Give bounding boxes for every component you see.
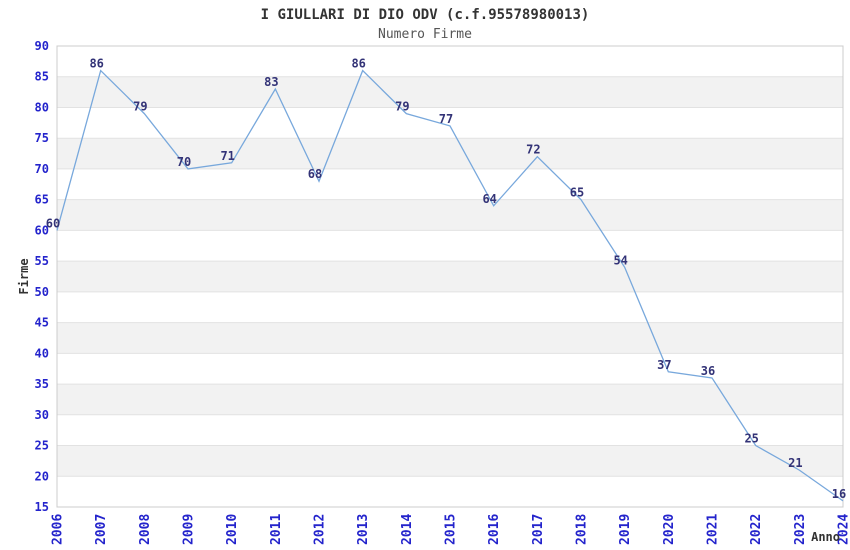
x-tick-label: 2024	[837, 514, 850, 545]
x-tick-label: 2021	[706, 514, 721, 545]
data-point-label: 37	[657, 358, 671, 372]
data-point-label: 21	[788, 456, 802, 470]
data-point-label: 71	[220, 149, 234, 163]
data-point-label: 16	[832, 487, 846, 501]
data-point-label: 86	[351, 57, 365, 71]
data-point-label: 25	[744, 432, 758, 446]
chart-title: I GIULLARI DI DIO ODV (c.f.95578980013)	[260, 7, 590, 23]
x-axis-title: Anno	[811, 530, 840, 544]
plot-band	[57, 138, 843, 169]
x-tick-label: 2014	[400, 514, 415, 545]
x-tick-label: 2008	[138, 514, 153, 545]
data-point-label: 72	[526, 143, 540, 157]
y-tick-label: 15	[35, 500, 49, 514]
data-point-label: 79	[395, 100, 409, 114]
y-tick-label: 45	[35, 316, 49, 330]
plot-band	[57, 384, 843, 415]
y-tick-label: 70	[35, 162, 49, 176]
y-tick-label: 40	[35, 346, 49, 360]
y-tick-label: 90	[35, 39, 49, 53]
y-tick-label: 30	[35, 408, 49, 422]
y-tick-label: 50	[35, 285, 49, 299]
y-tick-label: 65	[35, 193, 49, 207]
x-tick-label: 2013	[356, 514, 371, 545]
chart-subtitle: Numero Firme	[378, 27, 472, 42]
y-tick-label: 55	[35, 254, 49, 268]
data-point-label: 86	[89, 57, 103, 71]
y-tick-label: 25	[35, 439, 49, 453]
x-tick-label: 2012	[313, 514, 328, 545]
x-tick-label: 2006	[51, 514, 66, 545]
data-point-label: 77	[439, 112, 453, 126]
plot-band	[57, 261, 843, 292]
plot-border	[56, 45, 844, 508]
x-tick-label: 2022	[749, 514, 764, 545]
y-tick-label: 80	[35, 100, 49, 114]
data-point-label: 54	[613, 253, 627, 267]
x-tick-label: 2015	[444, 514, 459, 545]
y-axis-title: Firme	[17, 258, 31, 294]
data-point-label: 70	[177, 155, 191, 169]
data-point-label: 36	[701, 364, 715, 378]
x-tick-label: 2007	[94, 514, 109, 545]
y-tick-label: 75	[35, 131, 49, 145]
data-point-label: 64	[482, 192, 496, 206]
x-tick-label: 2009	[182, 514, 197, 545]
y-tick-label: 60	[35, 223, 49, 237]
plot-band	[57, 76, 843, 108]
plot-band	[57, 199, 843, 231]
x-tick-label: 2010	[225, 514, 240, 545]
data-point-label: 79	[133, 100, 147, 114]
data-line	[56, 69, 844, 502]
x-tick-label: 2019	[618, 514, 633, 545]
data-point-label: 68	[308, 167, 322, 181]
data-point-label: 65	[570, 186, 584, 200]
data-point-label: 83	[264, 75, 278, 89]
x-tick-label: 2017	[531, 514, 546, 545]
x-tick-label: 2011	[269, 514, 284, 545]
plot-band	[57, 445, 843, 477]
data-point-label: 60	[46, 216, 60, 230]
x-tick-label: 2023	[793, 514, 808, 545]
x-tick-label: 2020	[662, 514, 677, 545]
plot-band	[57, 322, 843, 354]
x-tick-label: 2016	[487, 514, 502, 545]
y-tick-label: 35	[35, 377, 49, 391]
x-tick-label: 2018	[575, 514, 590, 545]
y-tick-label: 20	[35, 469, 49, 483]
y-tick-label: 85	[35, 70, 49, 84]
